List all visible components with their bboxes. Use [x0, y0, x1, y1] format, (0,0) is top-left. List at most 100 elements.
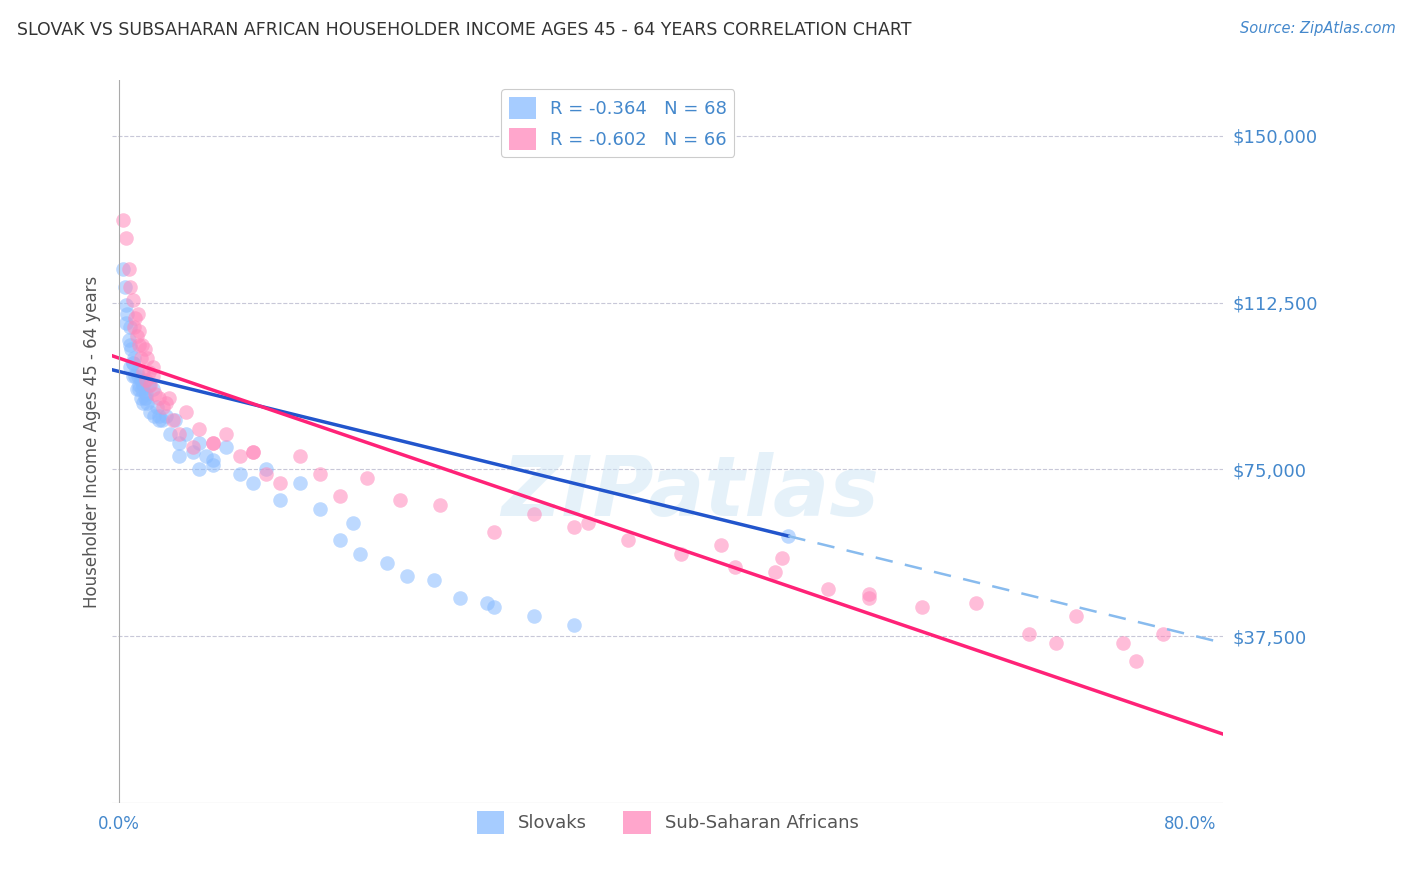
Point	[128, 325, 150, 339]
Point	[763, 565, 786, 579]
Point	[254, 467, 277, 481]
Point	[122, 320, 145, 334]
Point	[135, 386, 157, 401]
Point	[195, 449, 218, 463]
Point	[138, 364, 160, 378]
Point	[148, 413, 170, 427]
Point	[145, 400, 167, 414]
Point	[121, 368, 143, 383]
Point	[112, 262, 135, 277]
Point	[309, 467, 332, 481]
Point	[181, 440, 204, 454]
Point	[118, 280, 141, 294]
Point	[616, 533, 638, 548]
Point	[127, 368, 149, 383]
Point	[122, 351, 145, 366]
Point	[329, 489, 352, 503]
Point	[724, 560, 747, 574]
Point	[125, 382, 148, 396]
Point	[128, 338, 150, 352]
Point	[1112, 636, 1135, 650]
Point	[129, 373, 152, 387]
Point	[671, 547, 693, 561]
Point	[188, 462, 211, 476]
Point	[136, 351, 159, 366]
Point	[174, 426, 197, 441]
Point	[134, 391, 156, 405]
Point	[1045, 636, 1067, 650]
Point	[269, 475, 291, 490]
Point	[169, 426, 191, 441]
Point	[112, 213, 135, 227]
Point	[143, 409, 166, 423]
Point	[965, 596, 987, 610]
Point	[422, 574, 444, 588]
Point	[121, 293, 143, 308]
Point	[121, 356, 143, 370]
Point	[288, 475, 311, 490]
Point	[188, 435, 211, 450]
Point	[858, 591, 880, 606]
Point	[911, 600, 934, 615]
Point	[118, 360, 141, 375]
Point	[174, 404, 197, 418]
Point	[562, 618, 585, 632]
Point	[115, 307, 138, 321]
Point	[228, 467, 250, 481]
Point	[135, 373, 157, 387]
Point	[139, 404, 162, 418]
Point	[115, 231, 138, 245]
Point	[143, 386, 166, 401]
Point	[115, 316, 138, 330]
Point	[778, 529, 800, 543]
Point	[429, 498, 451, 512]
Point	[159, 426, 181, 441]
Point	[269, 493, 291, 508]
Point	[770, 551, 793, 566]
Point	[482, 600, 505, 615]
Point	[710, 538, 733, 552]
Point	[201, 458, 224, 472]
Point	[124, 368, 146, 383]
Point	[148, 409, 170, 423]
Point	[129, 351, 152, 366]
Point	[523, 507, 546, 521]
Point	[242, 475, 264, 490]
Point	[128, 377, 150, 392]
Point	[150, 413, 173, 427]
Point	[124, 311, 146, 326]
Point	[142, 368, 165, 383]
Point	[125, 329, 148, 343]
Point	[449, 591, 471, 606]
Point	[201, 435, 224, 450]
Point	[135, 391, 157, 405]
Point	[1018, 627, 1040, 641]
Point	[120, 343, 142, 357]
Point	[576, 516, 599, 530]
Point	[142, 360, 165, 375]
Point	[121, 356, 143, 370]
Point	[129, 391, 152, 405]
Point	[132, 364, 155, 378]
Point	[342, 516, 364, 530]
Point	[482, 524, 505, 539]
Point	[115, 298, 138, 312]
Point	[155, 395, 177, 409]
Point	[288, 449, 311, 463]
Point	[181, 444, 204, 458]
Point	[127, 307, 149, 321]
Point	[117, 262, 139, 277]
Point	[395, 569, 418, 583]
Text: Source: ZipAtlas.com: Source: ZipAtlas.com	[1240, 21, 1396, 36]
Point	[356, 471, 378, 485]
Point	[254, 462, 277, 476]
Point	[169, 435, 191, 450]
Point	[169, 449, 191, 463]
Point	[132, 377, 155, 392]
Point	[523, 609, 546, 624]
Point	[228, 449, 250, 463]
Point	[215, 426, 238, 441]
Point	[136, 395, 159, 409]
Point	[162, 413, 184, 427]
Point	[157, 391, 180, 405]
